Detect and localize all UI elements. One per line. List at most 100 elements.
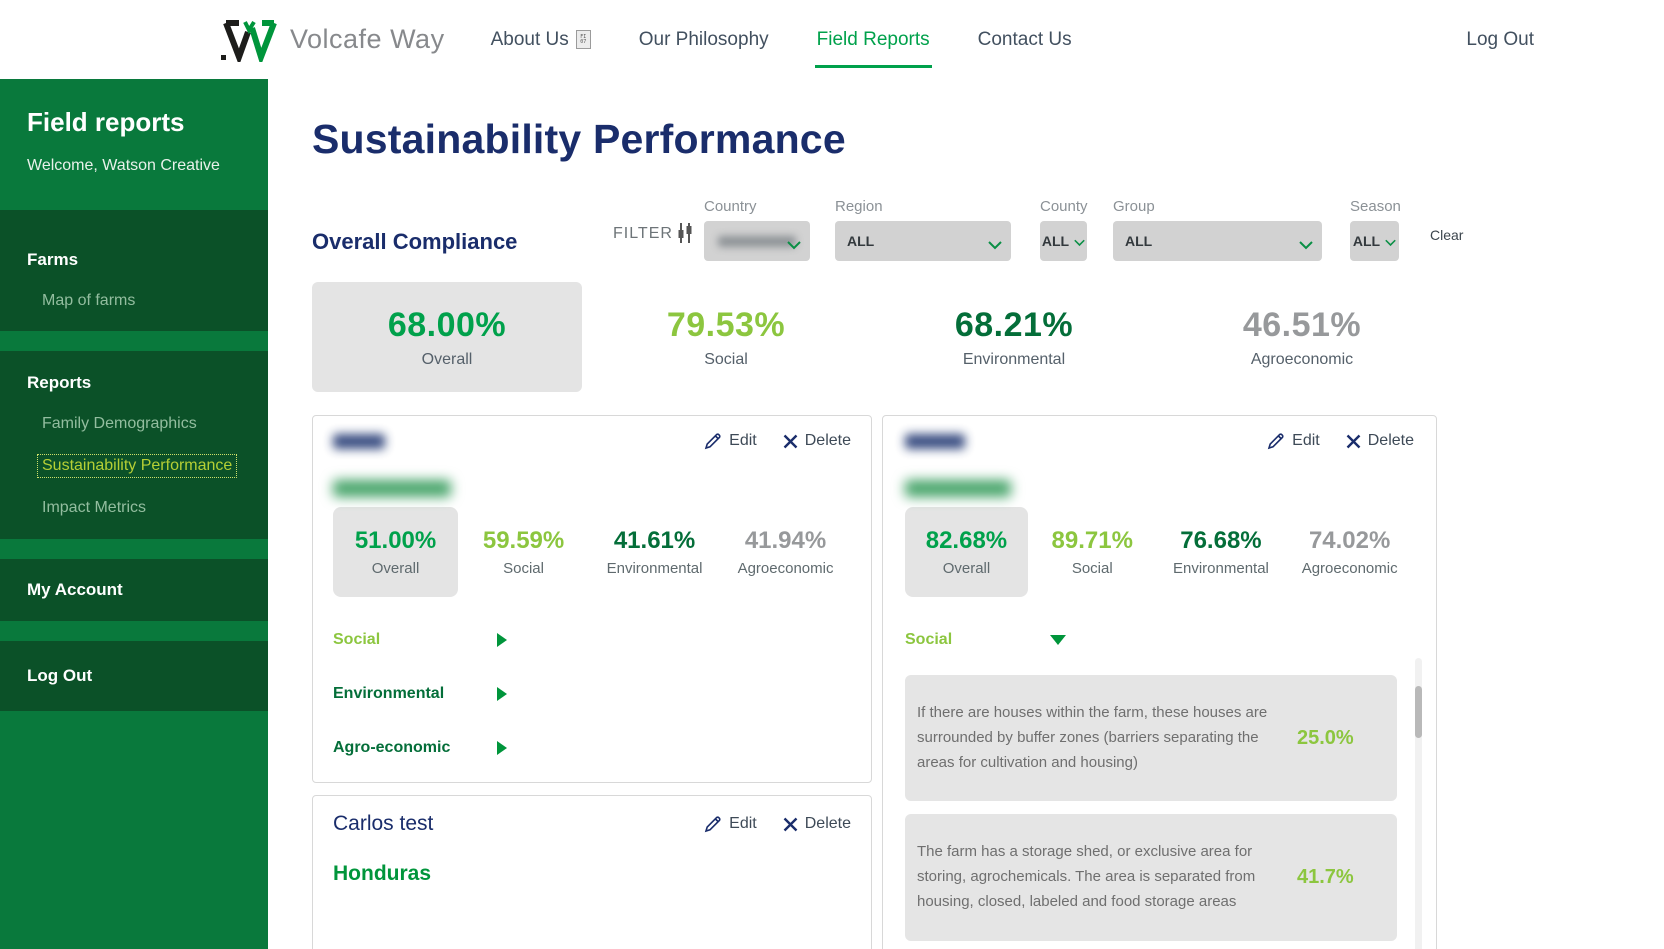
edit-label: Edit [729, 815, 757, 832]
card-agroeconomic-label: Agroeconomic [737, 560, 834, 577]
x-icon [783, 434, 798, 448]
delete-button[interactable]: Delete [783, 432, 851, 450]
nav-contact-us[interactable]: Contact Us [977, 28, 1072, 50]
clear-filters-link[interactable]: Clear [1430, 227, 1464, 243]
edit-button[interactable]: Edit [1267, 432, 1320, 450]
county-value: ALL [1041, 233, 1070, 249]
page-title: Sustainability Performance [312, 116, 846, 162]
card-social-value: 89.71% [1051, 527, 1133, 554]
card-environmental-stat: 41.61% Environmental [589, 507, 720, 597]
sidebar-section-log-out: Log Out [0, 641, 268, 711]
question-list: If there are houses within the farm, the… [905, 675, 1397, 941]
sidebar-item-log-out[interactable]: Log Out [27, 666, 93, 685]
filter-season: Season ALL [1350, 198, 1401, 261]
sidebar-item-my-account[interactable]: My Account [27, 580, 123, 599]
chevron-down-icon [1074, 234, 1085, 252]
expand-arrow-icon[interactable] [497, 687, 507, 701]
card-environmental-label: Environmental [1173, 560, 1269, 577]
sidebar-divider [0, 621, 268, 641]
expand-arrow-icon[interactable] [497, 633, 507, 647]
sidebar-heading-reports[interactable]: Reports [27, 373, 92, 392]
main-content: Sustainability Performance Overall Compl… [268, 79, 1664, 949]
expand-arrow-icon[interactable] [497, 741, 507, 755]
farm-card: Carlos test Edit Delete Hon [312, 795, 872, 949]
scrollbar-thumb[interactable] [1415, 686, 1422, 738]
censored-country-name [905, 480, 1011, 497]
filter-sliders-icon [674, 222, 696, 249]
filter-county: County ALL [1040, 198, 1088, 261]
card-social-value: 59.59% [482, 527, 565, 554]
card-overall-label: Overall [371, 560, 420, 577]
sidebar-item-impact-metrics[interactable]: Impact Metrics [42, 499, 147, 516]
category-social-label: Social [333, 631, 381, 648]
category-row-social-expanded[interactable]: Social [905, 629, 1414, 651]
question-text: If there are houses within the farm, the… [917, 704, 1268, 771]
overall-stat-box: 68.00% Overall [312, 282, 582, 392]
filter-label: FILTER [613, 225, 673, 242]
group-dropdown[interactable]: ALL [1113, 221, 1322, 261]
brand-name: Volcafe Way [290, 24, 445, 54]
season-dropdown[interactable]: ALL [1350, 221, 1399, 261]
delete-label: Delete [1367, 432, 1414, 449]
category-row-agro-economic[interactable]: Agro-economic [333, 737, 851, 759]
delete-button[interactable]: Delete [783, 815, 851, 833]
nav-our-philosophy[interactable]: Our Philosophy [638, 28, 769, 50]
card-overall-stat-box: 51.00% Overall [333, 507, 459, 597]
filter-region: Region ALL [835, 198, 1011, 261]
card-environmental-value: 41.61% [613, 527, 696, 554]
nav-about-us[interactable]: About Us FI 07 [491, 29, 591, 51]
questions-scrollbar[interactable] [1415, 658, 1422, 949]
top-navbar: Volcafe Way About Us FI 07 Our Philosophy… [0, 0, 1664, 79]
filter-season-label: Season [1350, 198, 1401, 215]
nav-field-reports[interactable]: Field Reports [814, 28, 932, 68]
question-text: The farm has a storage shed, or exclusiv… [917, 843, 1256, 910]
filter-group-label: Group [1113, 198, 1155, 215]
card-overall-label: Overall [942, 560, 991, 577]
card-agroeconomic-stat: 74.02% Agroeconomic [1285, 507, 1414, 597]
card-overall-stat-box: 82.68% Overall [905, 507, 1028, 597]
country-dropdown[interactable] [704, 221, 810, 261]
nav-logout-link[interactable]: Log Out [1466, 28, 1534, 50]
sidebar-item-sustainability-performance[interactable]: Sustainability Performance [36, 454, 238, 478]
card-agroeconomic-value: 74.02% [1308, 527, 1391, 554]
region-dropdown[interactable]: ALL [835, 221, 1011, 261]
edit-button[interactable]: Edit [704, 815, 757, 833]
chevron-down-icon [988, 237, 1002, 255]
filter-country-label: Country [704, 198, 757, 215]
county-dropdown[interactable]: ALL [1040, 221, 1087, 261]
sidebar-heading-farms[interactable]: Farms [27, 250, 79, 269]
censored-farm-title [905, 433, 965, 449]
x-icon [783, 817, 798, 831]
card-environmental-label: Environmental [606, 560, 703, 577]
edit-button[interactable]: Edit [704, 432, 757, 450]
agroeconomic-label: Agroeconomic [1250, 350, 1354, 368]
social-stat: 79.53% Social [582, 282, 870, 392]
agroeconomic-value: 46.51% [1242, 305, 1362, 344]
environmental-stat: 68.21% Environmental [870, 282, 1158, 392]
category-row-social[interactable]: Social [333, 629, 851, 651]
chevron-down-icon [1299, 237, 1313, 255]
category-row-environmental[interactable]: Environmental [333, 683, 851, 705]
delete-button[interactable]: Delete [1346, 432, 1414, 450]
overall-compliance-heading: Overall Compliance [312, 229, 518, 254]
sidebar-header: Field reports Welcome, Watson Creative [0, 79, 268, 210]
question-item: The farm has a storage shed, or exclusiv… [905, 814, 1397, 941]
x-icon [1346, 434, 1361, 448]
sidebar: Field reports Welcome, Watson Creative F… [0, 79, 268, 949]
card-environmental-stat: 76.68% Environmental [1157, 507, 1286, 597]
brand-logo[interactable]: Volcafe Way [218, 18, 445, 62]
season-value: ALL [1352, 233, 1381, 249]
pencil-icon [704, 816, 721, 833]
card-social-stat: 59.59% Social [458, 507, 589, 597]
filter-county-label: County [1040, 198, 1088, 215]
filter-region-label: Region [835, 198, 883, 215]
collapse-arrow-icon[interactable] [1050, 635, 1066, 645]
edit-label: Edit [729, 432, 757, 449]
sidebar-item-map-of-farms[interactable]: Map of farms [42, 292, 136, 309]
region-value: ALL [847, 233, 875, 249]
sidebar-section-farms: Farms Map of farms [0, 210, 268, 331]
farm-card-title: Carlos test [333, 812, 434, 835]
filter-group: Group ALL [1113, 198, 1322, 261]
sidebar-item-family-demographics[interactable]: Family Demographics [42, 415, 197, 432]
